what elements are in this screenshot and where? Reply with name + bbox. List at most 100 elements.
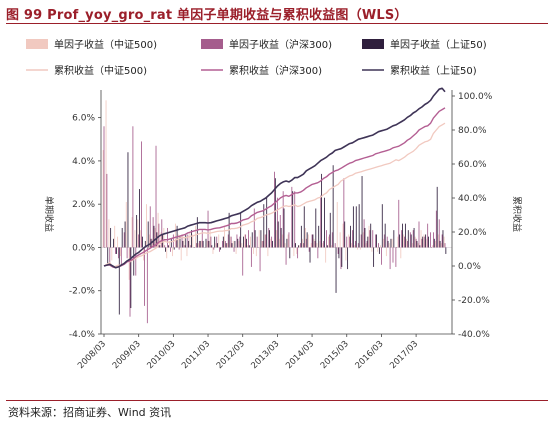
bar_hs300-bar: [170, 247, 171, 252]
bar_zz500-bar: [163, 227, 165, 248]
right-tick-label: 20.0%: [458, 228, 487, 238]
right-tick-label: -20.0%: [458, 296, 490, 306]
legend-swatch-bar_zz500: [26, 39, 48, 49]
bar_zz500-bar: [307, 234, 309, 248]
bar_sz50-bar: [269, 230, 270, 248]
bar_hs300-bar: [375, 234, 377, 248]
bar_sz50-bar: [413, 227, 415, 248]
bar_hs300-bar: [103, 126, 105, 248]
bar_sz50-bar: [118, 247, 120, 315]
bar_hs300-bar: [149, 206, 151, 248]
bar_zz500-bar: [423, 234, 425, 248]
bar_hs300-bar: [216, 236, 218, 248]
bar_zz500-bar: [302, 238, 303, 248]
bar_zz500-bar: [180, 247, 182, 261]
bar_sz50-bar: [208, 240, 210, 248]
bar_zz500-bar: [299, 245, 301, 248]
bar_sz50-bar: [321, 173, 323, 248]
bar_hs300-bar: [118, 247, 119, 259]
bar_zz500-bar: [354, 245, 355, 248]
bar_hs300-bar: [381, 247, 382, 265]
bar_zz500-bar: [342, 223, 344, 248]
bar_hs300-bar: [395, 247, 397, 267]
bar_zz500-bar: [111, 247, 113, 261]
bar_hs300-bar: [120, 247, 122, 265]
bar_sz50-bar: [272, 240, 273, 248]
bar_hs300-bar: [201, 230, 203, 248]
bar_zz500-bar: [250, 236, 251, 248]
bar_zz500-bar: [255, 247, 257, 257]
bar_sz50-bar: [433, 238, 435, 248]
bar_hs300-bar: [398, 199, 400, 248]
bar_zz500-bar: [232, 240, 234, 248]
bar_zz500-bar: [420, 230, 422, 248]
bar_hs300-bar: [441, 234, 443, 248]
bar_hs300-bar: [435, 210, 437, 248]
bar_hs300-bar: [274, 171, 275, 248]
bar_sz50-bar: [168, 245, 169, 248]
right-tick-label: 0.0%: [458, 262, 481, 272]
bar_sz50-bar: [347, 247, 349, 270]
bar_zz500-bar: [209, 230, 211, 248]
bar_sz50-bar: [144, 240, 146, 248]
bar_hs300-bar: [369, 230, 371, 248]
bar_hs300-bar: [161, 219, 163, 248]
bar_sz50-bar: [246, 238, 247, 248]
bar_hs300-bar: [196, 243, 197, 248]
x-tick-label: 2009/03: [111, 339, 143, 371]
bar_hs300-bar: [326, 230, 327, 248]
bar_zz500-bar: [189, 232, 191, 248]
bar_zz500-bar: [215, 243, 217, 248]
bar_sz50-bar: [326, 245, 328, 248]
right-axis-label: 累积收益: [511, 196, 523, 232]
bar_sz50-bar: [113, 238, 114, 248]
bar_sz50-bar: [355, 206, 357, 248]
bar_hs300-bar: [343, 178, 345, 248]
bar_hs300-bar: [106, 173, 108, 248]
bar_zz500-bar: [166, 247, 168, 259]
left-tick-label: 6.0%: [72, 114, 95, 124]
bar_sz50-bar: [237, 238, 239, 248]
left-axis-label: 单期收益: [43, 196, 55, 232]
bar_sz50-bar: [390, 238, 392, 248]
x-tick-label: 2010/03: [145, 339, 177, 371]
bar_zz500-bar: [391, 238, 393, 248]
bar_zz500-bar: [212, 247, 214, 254]
bar_hs300-bar: [245, 234, 247, 248]
bar_hs300-bar: [340, 247, 342, 270]
bar_zz500-bar: [359, 247, 361, 250]
bar_hs300-bar: [181, 234, 183, 248]
bar_sz50-bar: [361, 176, 363, 248]
legend: 单因子收益（中证500) 单因子收益（沪深300) 单因子收益（上证50) 累积收益（…: [26, 38, 487, 77]
bar_zz500-bar: [383, 238, 384, 248]
bar_hs300-bar: [155, 145, 157, 248]
bar_hs300-bar: [311, 234, 313, 248]
bar_hs300-bar: [354, 240, 356, 248]
bar_zz500-bar: [140, 230, 142, 248]
bar_zz500-bar: [435, 240, 436, 248]
bar_hs300-bar: [256, 236, 258, 248]
bar_zz500-bar: [247, 245, 249, 248]
bar_hs300-bar: [222, 240, 223, 248]
bar_zz500-bar: [368, 225, 370, 248]
bar_sz50-bar: [159, 245, 161, 248]
bar_sz50-bar: [419, 245, 421, 248]
bar_hs300-bar: [250, 247, 252, 267]
bar_hs300-bar: [227, 234, 229, 248]
bar_sz50-bar: [303, 206, 305, 248]
bar_hs300-bar: [383, 234, 385, 248]
bar_sz50-bar: [338, 247, 340, 259]
left-axis-ticks: 6.0% 4.0% 2.0% 0.0% -2.0% -4.0%: [69, 114, 101, 340]
bar_zz500-bar: [120, 247, 121, 257]
bar_sz50-bar: [153, 225, 155, 248]
bar_sz50-bar: [381, 204, 383, 248]
bar_hs300-bar: [219, 247, 221, 252]
bar_sz50-bar: [243, 236, 244, 248]
bar_zz500-bar: [224, 225, 225, 248]
bar_zz500-bar: [293, 247, 295, 257]
bar_sz50-bar: [188, 240, 190, 248]
bar_zz500-bar: [417, 243, 419, 248]
bar_hs300-bar: [152, 217, 154, 248]
bar_sz50-bar: [214, 236, 216, 248]
legend-label-line_zz500: 累积收益（中证500): [54, 64, 147, 77]
